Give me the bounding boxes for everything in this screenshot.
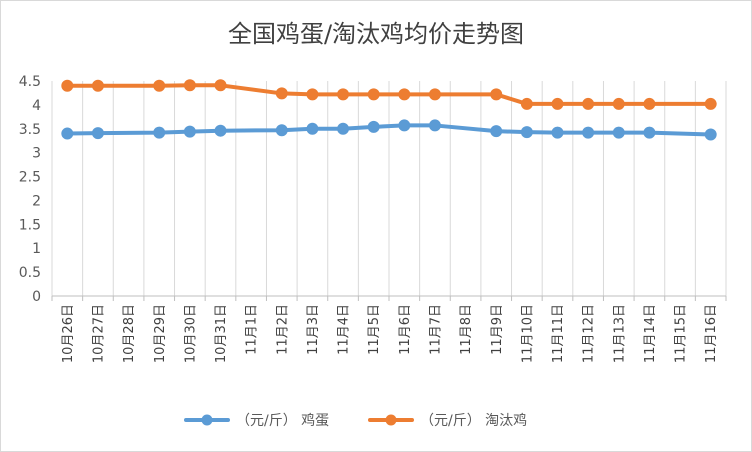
data-point [398, 119, 411, 132]
data-point [612, 97, 625, 110]
x-tick-label: 11月8日 [459, 304, 474, 355]
x-tick-label: 11月6日 [398, 304, 413, 355]
data-point [337, 122, 350, 135]
y-tick-label: 1 [32, 241, 41, 257]
data-point [214, 79, 227, 92]
data-point [551, 97, 564, 110]
data-point [643, 97, 656, 110]
x-tick-label: 10月27日 [92, 304, 107, 363]
chart-title: 全国鸡蛋/淘汰鸡均价走势图 [227, 20, 525, 48]
data-point [520, 126, 533, 139]
y-tick-label: 3.5 [19, 122, 41, 138]
x-tick-label: 11月7日 [429, 304, 444, 355]
y-tick-label: 4 [32, 98, 41, 114]
legend-label: （元/斤） 鸡蛋 [236, 412, 329, 429]
x-tick-label: 11月4日 [337, 304, 352, 355]
x-tick-label: 11月15日 [674, 304, 689, 363]
data-point [582, 97, 595, 110]
x-tick-label: 11月14日 [643, 304, 658, 363]
legend-label: （元/斤） 淘汰鸡 [420, 412, 527, 429]
data-point [214, 124, 227, 137]
x-tick-label: 10月30日 [183, 304, 198, 363]
data-point [367, 120, 380, 133]
legend-marker [201, 414, 213, 426]
data-point [582, 126, 595, 139]
x-tick-label: 11月11日 [551, 304, 566, 363]
data-point [490, 125, 503, 138]
x-tick-label: 11月13日 [612, 304, 627, 363]
y-tick-label: 2 [32, 193, 41, 209]
data-point [275, 87, 288, 100]
data-point [704, 97, 717, 110]
data-point [61, 79, 74, 92]
y-tick-label: 0.5 [19, 265, 41, 281]
data-point [306, 88, 319, 101]
data-point [91, 127, 104, 140]
data-point [490, 88, 503, 101]
data-point [275, 124, 288, 137]
data-point [61, 127, 74, 140]
y-tick-label: 0 [32, 289, 41, 305]
data-point [306, 122, 319, 135]
data-point [428, 88, 441, 101]
x-tick-label: 11月5日 [367, 304, 382, 355]
x-tick-label: 11月3日 [306, 304, 321, 355]
x-tick-label: 11月10日 [520, 304, 535, 363]
y-tick-label: 3 [32, 146, 41, 162]
data-point [704, 128, 717, 141]
data-point [612, 126, 625, 139]
y-tick-label: 1.5 [19, 217, 41, 233]
x-tick-label: 11月12日 [582, 304, 597, 363]
x-tick-label: 10月26日 [61, 304, 76, 363]
x-tick-label: 11月9日 [490, 304, 505, 355]
x-tick-label: 10月31日 [214, 304, 229, 363]
data-point [428, 119, 441, 132]
legend-marker [385, 414, 397, 426]
data-point [153, 126, 166, 139]
data-point [183, 79, 196, 92]
x-tick-label: 10月29日 [153, 304, 168, 363]
data-point [520, 97, 533, 110]
data-point [91, 79, 104, 92]
data-point [551, 126, 564, 139]
data-point [367, 88, 380, 101]
data-point [337, 88, 350, 101]
data-point [183, 125, 196, 138]
y-tick-label: 4.5 [19, 74, 41, 90]
x-tick-label: 11月16日 [704, 304, 719, 363]
y-tick-label: 2.5 [19, 170, 41, 186]
data-point [643, 126, 656, 139]
x-tick-label: 11月2日 [275, 304, 290, 355]
x-tick-label: 10月28日 [122, 304, 137, 363]
data-point [398, 88, 411, 101]
x-tick-label: 11月1日 [245, 304, 260, 355]
data-point [153, 79, 166, 92]
